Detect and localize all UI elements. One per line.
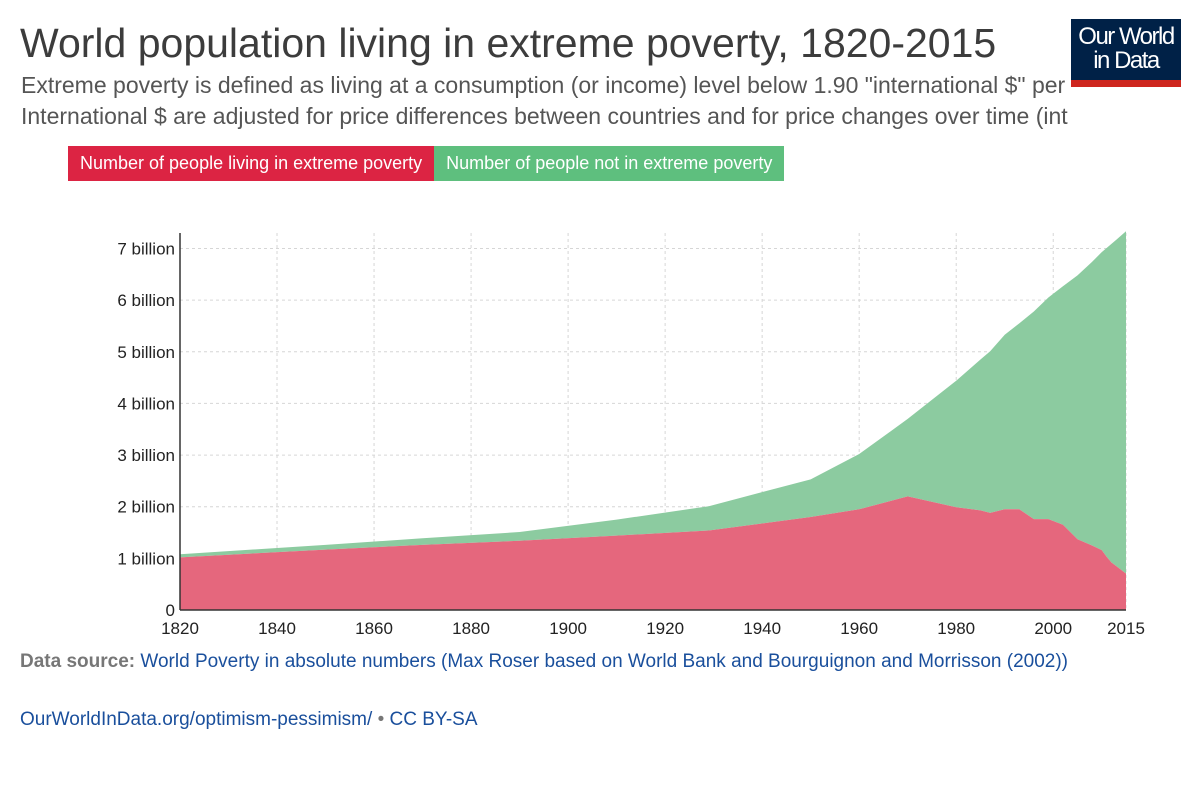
subtitle-line-2: International $ are adjusted for price d… bbox=[21, 103, 1068, 129]
y-tick-label: 1 billion bbox=[117, 549, 175, 568]
y-tick-label: 6 billion bbox=[117, 291, 175, 310]
footer-separator: • bbox=[377, 709, 385, 730]
x-tick-label: 1920 bbox=[646, 619, 684, 635]
chart-title: World population living in extreme pover… bbox=[20, 20, 997, 66]
data-source: Data source: World Poverty in absolute n… bbox=[20, 650, 1130, 674]
license-link[interactable]: CC BY-SA bbox=[389, 709, 478, 730]
x-tick-label: 1880 bbox=[452, 619, 490, 635]
data-source-label: Data source: bbox=[20, 651, 136, 672]
x-tick-label: 1860 bbox=[355, 619, 393, 635]
data-source-link[interactable]: World Poverty in absolute numbers (Max R… bbox=[140, 651, 1068, 672]
y-tick-label: 2 billion bbox=[117, 498, 175, 517]
footer: OurWorldInData.org/optimism-pessimism/ •… bbox=[20, 709, 478, 731]
x-tick-label: 1820 bbox=[161, 619, 199, 635]
x-tick-label: 1840 bbox=[258, 619, 296, 635]
area-not-in-extreme-poverty bbox=[180, 231, 1126, 574]
legend-item-not-in-poverty[interactable]: Number of people not in extreme poverty bbox=[434, 146, 785, 181]
x-tick-label: 2015 bbox=[1107, 619, 1145, 635]
legend-item-extreme-poverty[interactable]: Number of people living in extreme pover… bbox=[68, 146, 435, 181]
subtitle-line-1: Extreme poverty is defined as living at … bbox=[21, 72, 1066, 98]
x-tick-label: 1940 bbox=[743, 619, 781, 635]
y-tick-label: 7 billion bbox=[117, 239, 175, 258]
chart-legend: Number of people living in extreme pover… bbox=[68, 146, 785, 181]
y-tick-label: 3 billion bbox=[117, 446, 175, 465]
our-world-in-data-logo[interactable]: Our World in Data bbox=[1071, 19, 1181, 87]
y-tick-label: 4 billion bbox=[117, 394, 175, 413]
footer-url-link[interactable]: OurWorldInData.org/optimism-pessimism/ bbox=[20, 709, 373, 730]
y-tick-label: 0 bbox=[166, 601, 175, 620]
x-tick-label: 2000 bbox=[1034, 619, 1072, 635]
y-tick-label: 5 billion bbox=[117, 343, 175, 362]
x-tick-label: 1960 bbox=[840, 619, 878, 635]
logo-line-2: in Data bbox=[1093, 47, 1160, 74]
area-chart: 0 1 billion 2 billion 3 billion 4 billion 5 b… bbox=[117, 231, 1145, 635]
x-tick-label: 1980 bbox=[937, 619, 975, 635]
x-tick-label: 1900 bbox=[549, 619, 587, 635]
chart-subtitle: Extreme poverty is defined as living at … bbox=[21, 70, 1200, 132]
area-extreme-poverty bbox=[180, 496, 1126, 610]
logo-line-1: Our World bbox=[1078, 23, 1175, 50]
